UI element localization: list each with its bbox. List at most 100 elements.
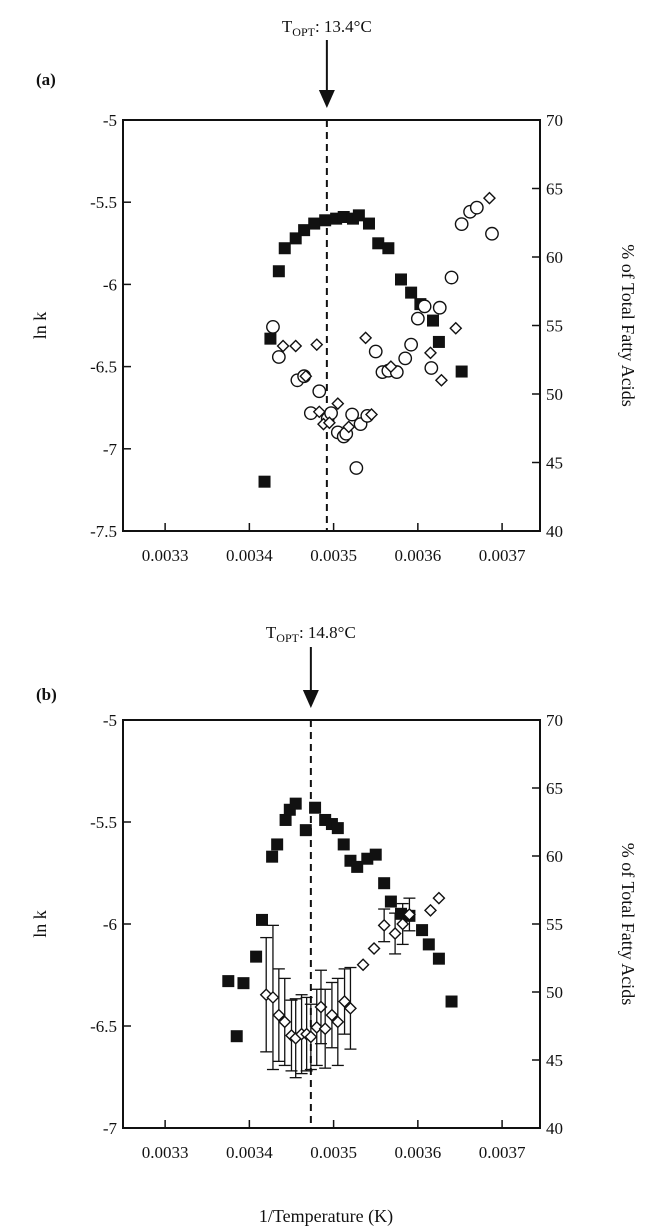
panel-a-y2tick-label: 65 (546, 180, 563, 199)
panel-b-ln-k-point (416, 924, 429, 937)
panel-b-ln-k-point (445, 995, 458, 1008)
panel-a-fatty-acid-circle-point (312, 384, 327, 399)
panel-a-fatty-acid-diamond-point (299, 369, 313, 383)
panel-b-fatty-acid-diamond-point (377, 918, 391, 932)
panel-a-label: (a) (36, 70, 56, 89)
panel-a-fatty-acid-diamond-point (322, 416, 336, 430)
panel-b-xtick-label: 0.0035 (310, 1143, 357, 1162)
panel-b-fatty-acid-diamond-point (367, 941, 381, 955)
panel-b-fatty-acid-diamond-point (266, 990, 280, 1004)
panel-b-ln-k-point (250, 950, 263, 963)
panel-a-fatty-acid-diamond-point (276, 339, 290, 353)
panel-b-xtick-label: 0.0033 (142, 1143, 189, 1162)
panel-a-fatty-acid-circle-point (410, 311, 425, 326)
panel-a-y2tick-label: 55 (546, 317, 563, 336)
panel-a-fatty-acid-diamond-point (312, 405, 326, 419)
panel-a-topt-arrow-head (318, 90, 335, 108)
panel-b-fatty-acid-diamond-point (396, 917, 410, 931)
panel-a-y2tick-label: 45 (546, 454, 563, 473)
panel-b-label: (b) (36, 685, 57, 704)
panel-a-ln-k-point (432, 335, 445, 348)
panel-a-y2tick-label: 50 (546, 385, 563, 404)
panel-b-ytick-label: -6 (103, 915, 117, 934)
panel-a-fatty-acid-circle-point (324, 406, 338, 421)
panel-b-fatty-acid-diamond-point (356, 958, 370, 972)
panel-a-y2label: % of Total Fatty Acids (618, 244, 638, 406)
panel-a-fatty-acid-circle-point (424, 361, 439, 375)
panel-b-y2tick-label: 55 (546, 915, 563, 934)
panel-b-ln-k-point (299, 824, 312, 837)
panel-b-ytick-label: -5 (103, 711, 117, 730)
panel-b-ln-k-point (256, 913, 268, 926)
panel-a-ln-k-point (455, 365, 468, 378)
panel-a-ytick-label: -7 (103, 440, 118, 459)
panel-a-xtick-label: 0.0037 (479, 546, 526, 565)
panel-a-y2tick-label: 70 (546, 111, 563, 130)
panel-b-fatty-acid-diamond-point (402, 907, 416, 921)
panel-b-ln-k-point (279, 813, 292, 826)
panel-a-fatty-acid-diamond-point (482, 191, 496, 205)
panel-a-ln-k-point (298, 224, 311, 237)
panel-a-ln-k-point (405, 286, 418, 299)
panel-b-y2tick-label: 70 (546, 711, 563, 730)
panel-b-fatty-acid-diamond-point (304, 1030, 318, 1044)
panel-b-fatty-acid-diamond-point (388, 927, 402, 941)
panel-b-ln-k-point (271, 838, 284, 851)
panel-b-fatty-acid-diamond-point (272, 1008, 286, 1022)
panel-a-fatty-acid-diamond-point (342, 420, 356, 434)
panel-a-y2tick-label: 40 (546, 522, 563, 541)
panel-b: TOPT: 14.8°C (b) -7 -6.5 -6 -5.5 -5 40 45 50 55 6… (30, 623, 638, 1162)
panel-a-ylabel: ln k (30, 312, 50, 340)
panel-b-ln-k-point (222, 975, 235, 988)
panel-a-fatty-acid-circle-point (271, 350, 286, 364)
panel-b-xtick-label: 0.0037 (479, 1143, 526, 1162)
panel-a-fatty-acid-circle-point (368, 344, 383, 359)
panel-a-fatty-acid-circle-point (345, 407, 360, 422)
panel-b-fatty-acid-diamond-point (278, 1015, 292, 1029)
panel-a-fatty-acid-circle-point (349, 461, 364, 475)
panel-b-fatty-acid-diamond-point (331, 1015, 345, 1029)
panel-a-ln-k-point (272, 265, 285, 278)
panel-a-ln-k-point (337, 210, 350, 223)
panel-a-ln-k-point (264, 332, 277, 345)
panel-b-ln-k-point (337, 838, 350, 851)
panel-b-fatty-acid-diamond-point (318, 1022, 332, 1036)
panel-a-xtick-label: 0.0036 (394, 546, 441, 565)
panel-a-y2tick-label: 60 (546, 248, 563, 267)
panel-a-plot-frame (122, 119, 541, 532)
panel-a-xtick-label: 0.0035 (310, 546, 357, 565)
panel-a-fatty-acid-diamond-point (310, 338, 324, 352)
panel-b-y2tick-label: 45 (546, 1051, 563, 1070)
panel-a-ln-k-point (362, 217, 375, 230)
panel-a-fatty-acid-circle-point (417, 299, 432, 314)
panel-a-topt-annotation: TOPT: 13.4°C (282, 17, 372, 39)
panel-a-fatty-acid-diamond-point (384, 360, 398, 374)
panel-b-ln-k-point (351, 860, 364, 873)
shared-x-axis-label: 1/Temperature (K) (259, 1206, 393, 1227)
panel-b-ln-k-point (309, 801, 322, 814)
panel-a-ln-k-point (395, 273, 407, 286)
panel-a-ln-k-point (319, 214, 332, 227)
panel-a-fatty-acid-diamond-point (434, 373, 448, 387)
panel-a-xtick-label: 0.0033 (142, 546, 189, 565)
panel-b-y2tick-label: 60 (546, 847, 563, 866)
panel-a-ytick-label: -7.5 (90, 522, 117, 541)
panel-b-fatty-acid-diamond-point (338, 995, 352, 1009)
panel-a-ln-k-point (308, 217, 321, 230)
panel-a-fatty-acid-diamond-point (449, 321, 463, 335)
panel-b-ln-k-point (230, 1030, 243, 1043)
panel-b-ytick-label: -5.5 (90, 813, 117, 832)
panel-b-ln-k-point (432, 952, 445, 965)
panel-a-fatty-acid-circle-point (398, 351, 413, 366)
panel-b-ln-k-point (422, 938, 435, 951)
panel-b-ln-k-point (289, 797, 302, 810)
panel-b-topt-annotation: TOPT: 14.8°C (266, 623, 356, 645)
panel-b-fatty-acid-diamond-point (432, 891, 446, 905)
panel-b-ytick-label: -6.5 (90, 1017, 117, 1036)
panel-a-fatty-acid-circle-point (444, 270, 459, 285)
panel-b-ylabel: ln k (30, 910, 50, 938)
panel-b-topt-arrow-head (302, 690, 319, 708)
panel-a-fatty-acid-diamond-point (423, 346, 437, 360)
panel-a-ytick-label: -5.5 (90, 193, 117, 212)
